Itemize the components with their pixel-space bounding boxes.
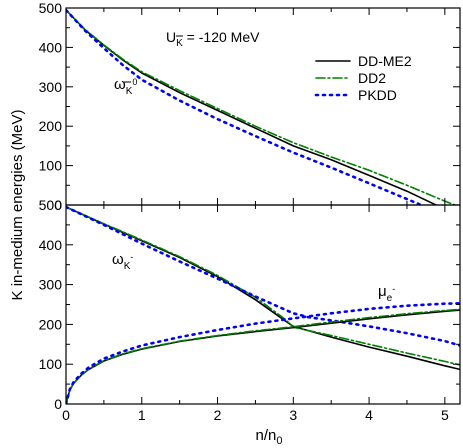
bottom-y-tick-label: 0 — [54, 396, 62, 412]
x-tick-label: 1 — [138, 407, 146, 423]
bottom-series-group — [66, 205, 460, 404]
top-y-tick-label: 300 — [39, 79, 63, 95]
potential-annotation: UK = -120 MeV — [166, 29, 260, 49]
bottom--k--pkdd-line — [66, 205, 460, 347]
legend-label-dd2: DD2 — [358, 70, 386, 86]
bottom--e--dd-me2-line — [66, 309, 460, 404]
legend-label-pkdd: PKDD — [358, 87, 397, 103]
top-y-tick-label: 400 — [39, 39, 63, 55]
omega-k0bar-label: ωK0 — [114, 76, 137, 97]
top-series-group — [66, 8, 458, 205]
bottom-y-tick-label: 300 — [39, 277, 63, 293]
top-y-tick-label: 0 — [54, 197, 62, 213]
bottom-plot-frame — [65, 204, 461, 405]
bottom--k--dd-me2-line — [66, 206, 460, 371]
legend-label-dd-me2: DD-ME2 — [358, 53, 412, 69]
top-y-tick-label: 200 — [39, 118, 63, 134]
top--k0bar-pkdd-line — [66, 8, 425, 205]
top--k0bar-dd2-line — [66, 9, 458, 205]
y-axis-label: K in-medium energies (MeV) — [9, 110, 26, 301]
bottom-y-tick-label: 500 — [39, 197, 63, 213]
bottom--e--pkdd-line — [66, 301, 460, 404]
x-tick-label: 2 — [214, 407, 222, 423]
bottom--k--dd2-line — [66, 206, 460, 366]
x-axis-label: n/n0 — [256, 427, 283, 447]
omega-kminus-label: ωK- — [112, 251, 133, 272]
x-tick-label: 0 — [62, 407, 70, 423]
top-plot-frame — [65, 7, 461, 206]
top-y-tick-label: 500 — [39, 0, 63, 16]
x-tick-label: 5 — [441, 407, 449, 423]
top-y-tick-label: 100 — [39, 158, 63, 174]
bottom-y-tick-label: 200 — [39, 316, 63, 332]
mu-electron-label: μe- — [378, 283, 395, 304]
bottom-y-tick-label: 100 — [39, 356, 63, 372]
x-tick-label: 3 — [289, 407, 297, 423]
x-tick-label: 4 — [365, 407, 373, 423]
bottom-y-tick-label: 400 — [39, 237, 63, 253]
